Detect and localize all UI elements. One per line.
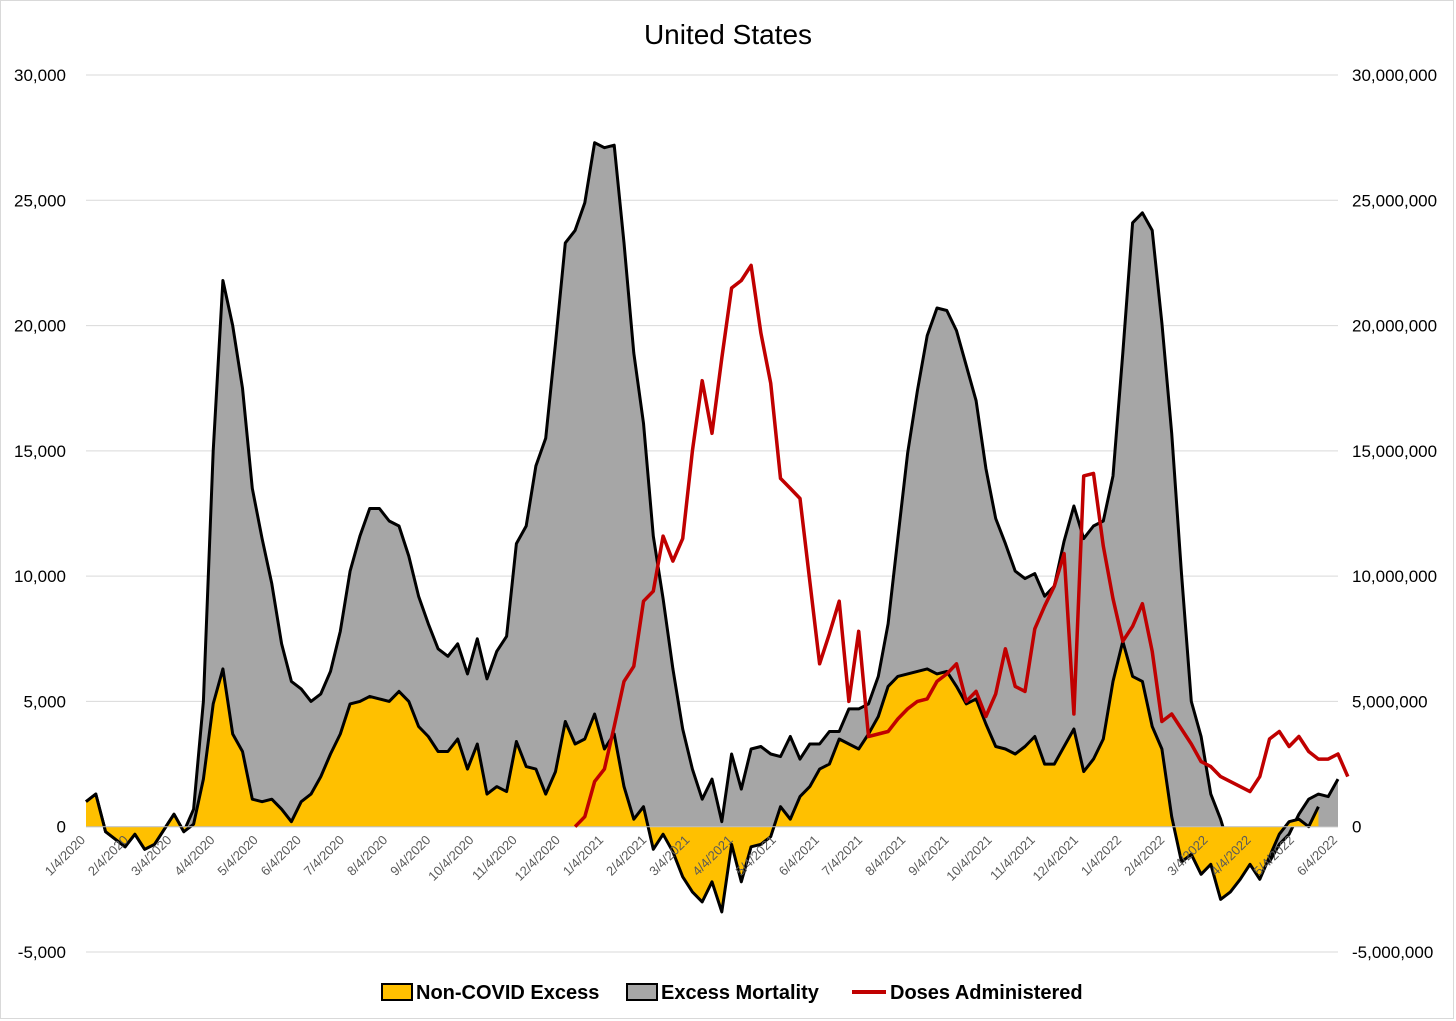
legend: Non-COVID Excess Excess Mortality Doses Ad… <box>381 982 1083 1004</box>
left-y-tick-label: 20,000 <box>14 317 66 336</box>
x-tick-label: 1/4/2021 <box>560 832 606 878</box>
right-y-tick-label: -5,000,000 <box>1352 943 1433 962</box>
left-y-tick-label: 10,000 <box>14 567 66 586</box>
left-y-axis: -5,000 0 5,000 10,000 15,000 20,000 25,000 30,0… <box>14 66 66 962</box>
left-y-tick-label: 30,000 <box>14 66 66 85</box>
right-y-tick-label: 30,000,000 <box>1352 66 1437 85</box>
left-y-tick-label: 5,000 <box>23 692 66 711</box>
right-y-tick-label: 0 <box>1352 818 1361 837</box>
doses-administered-legend-label: Doses Administered <box>890 982 1083 1004</box>
line-series <box>573 263 1350 828</box>
non-covid-excess-legend-swatch <box>381 983 413 1001</box>
x-tick-label: 11/4/2020 <box>469 832 520 883</box>
x-tick-label: 2/4/2022 <box>1121 832 1167 878</box>
x-tick-label: 1/4/2022 <box>1078 832 1124 878</box>
excess-mortality-legend-label: Excess Mortality <box>661 982 820 1004</box>
area-series <box>85 141 1340 914</box>
x-tick-label: 8/4/2020 <box>344 832 390 878</box>
x-tick-label: 2/4/2021 <box>603 832 649 878</box>
x-tick-label: 7/4/2021 <box>819 832 865 878</box>
right-y-tick-label: 25,000,000 <box>1352 191 1437 210</box>
right-y-tick-label: 15,000,000 <box>1352 442 1437 461</box>
right-y-tick-label: 10,000,000 <box>1352 567 1437 586</box>
x-tick-label: 5/4/2020 <box>214 832 260 878</box>
right-y-axis: -5,000,000 0 5,000,000 10,000,000 15,000,000… <box>1352 66 1437 962</box>
non-covid-excess-legend-label: Non-COVID Excess <box>416 982 599 1004</box>
left-y-tick-label: 0 <box>57 818 66 837</box>
left-y-tick-label: -5,000 <box>18 943 66 962</box>
non-covid-excessarea-edge <box>85 639 1320 914</box>
left-y-tick-label: 15,000 <box>14 442 66 461</box>
doses-administered-line <box>573 263 1350 828</box>
chart-title: United States <box>644 19 812 50</box>
right-y-tick-label: 20,000,000 <box>1352 317 1437 336</box>
non-covid-excessarea-fill <box>86 641 1319 912</box>
x-tick-label: 11/4/2021 <box>987 832 1038 883</box>
right-y-tick-label: 5,000,000 <box>1352 692 1428 711</box>
x-tick-label: 2/4/2020 <box>85 832 131 878</box>
excess-mortality-legend-swatch <box>626 983 658 1001</box>
x-tick-label: 6/4/2022 <box>1294 832 1340 878</box>
left-y-tick-label: 25,000 <box>14 191 66 210</box>
x-tick-label: 6/4/2021 <box>776 832 822 878</box>
x-tick-label: 7/4/2020 <box>301 832 347 878</box>
x-tick-label: 12/4/2020 <box>512 832 564 884</box>
x-tick-label: 1/4/2020 <box>42 832 88 878</box>
x-tick-label: 10/4/2021 <box>943 832 995 884</box>
x-tick-label: 10/4/2020 <box>425 832 477 884</box>
x-tick-label: 6/4/2020 <box>258 832 304 878</box>
excess-mortalityarea-edge <box>85 141 1340 864</box>
x-tick-label: 4/4/2020 <box>171 832 217 878</box>
x-tick-label: 12/4/2021 <box>1030 832 1082 884</box>
x-tick-label: 8/4/2021 <box>862 832 908 878</box>
